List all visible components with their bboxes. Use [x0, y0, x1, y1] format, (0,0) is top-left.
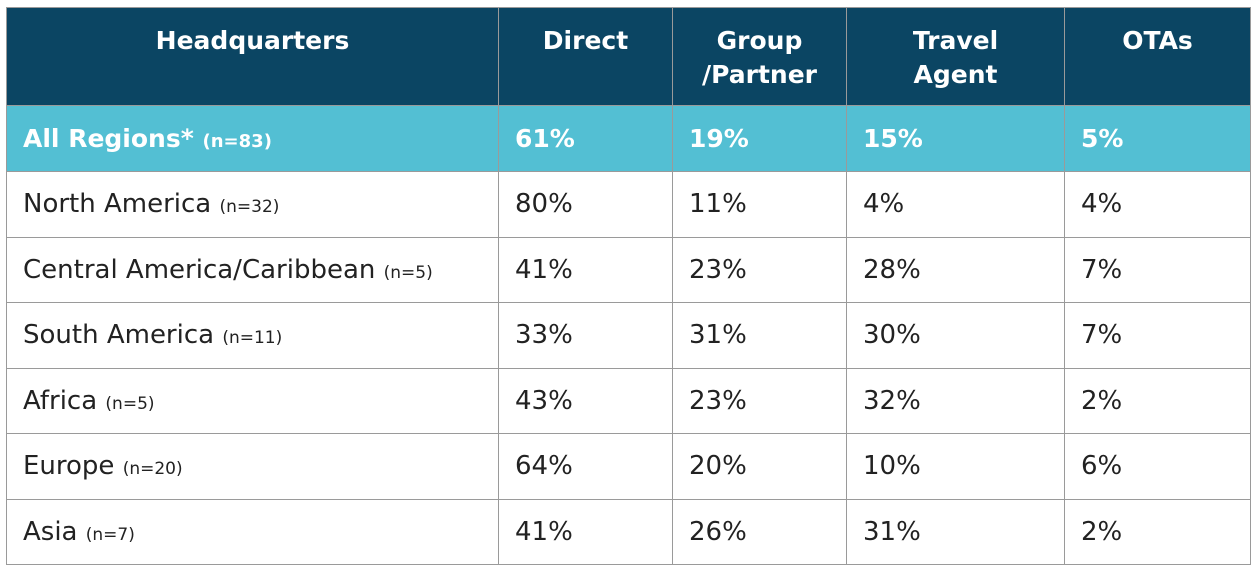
value-cell: 10% — [846, 433, 1065, 500]
value-cell: 11% — [672, 171, 847, 238]
value-cell: 2% — [1064, 498, 1251, 565]
value-cell: 7% — [1064, 236, 1251, 303]
value-cell: 7% — [1064, 302, 1251, 369]
table-row: Europe (n=20) 64% 20% 10% 6% — [6, 433, 1251, 500]
header-group-partner: Group/Partner — [672, 7, 847, 106]
table-row: Africa (n=5) 43% 23% 32% 2% — [6, 367, 1251, 434]
value-cell: 26% — [672, 498, 847, 565]
table-row: North America (n=32) 80% 11% 4% 4% — [6, 171, 1251, 238]
region-label: Central America/Caribbean — [23, 254, 376, 285]
region-cell: South America (n=11) — [6, 302, 499, 369]
sample-size: (n=7) — [85, 524, 135, 545]
header-group-line1: Group — [716, 26, 803, 55]
value-cell: 23% — [672, 367, 847, 434]
header-travel-line2: Agent — [913, 60, 998, 89]
table-row: Asia (n=7) 41% 26% 31% 2% — [6, 498, 1251, 565]
region-cell: Europe (n=20) — [6, 433, 499, 500]
value-cell: 2% — [1064, 367, 1251, 434]
region-cell: North America (n=32) — [6, 171, 499, 238]
header-direct-label: Direct — [542, 26, 629, 55]
header-group-line2: /Partner — [701, 60, 817, 89]
value-cell: 19% — [672, 105, 847, 172]
value-cell: 23% — [672, 236, 847, 303]
sample-size: (n=5) — [105, 393, 155, 414]
region-cell: Asia (n=7) — [6, 498, 499, 565]
value-cell: 31% — [846, 498, 1065, 565]
table-row: South America (n=11) 33% 31% 30% 7% — [6, 302, 1251, 369]
value-cell: 5% — [1064, 105, 1251, 172]
sample-size: (n=20) — [122, 459, 183, 480]
value-cell: 6% — [1064, 433, 1251, 500]
region-cell: Africa (n=5) — [6, 367, 499, 434]
value-cell: 20% — [672, 433, 847, 500]
value-cell: 4% — [846, 171, 1065, 238]
region-label: Africa — [23, 385, 98, 416]
value-cell: 28% — [846, 236, 1065, 303]
value-cell: 41% — [498, 498, 673, 565]
region-label: Europe — [23, 451, 115, 482]
header-travel-line1: Travel — [912, 26, 999, 55]
header-otas: OTAs — [1064, 7, 1251, 106]
header-row: Headquarters Direct Group/Partner Travel… — [6, 7, 1251, 106]
value-cell: 4% — [1064, 171, 1251, 238]
value-cell: 15% — [846, 105, 1065, 172]
value-cell: 33% — [498, 302, 673, 369]
header-headquarters: Headquarters — [6, 7, 499, 106]
region-label: South America — [23, 320, 215, 351]
region-cell: All Regions* (n=83) — [6, 105, 499, 172]
header-headquarters-label: Headquarters — [155, 26, 350, 55]
value-cell: 32% — [846, 367, 1065, 434]
region-label: North America — [23, 189, 212, 220]
value-cell: 61% — [498, 105, 673, 172]
sample-size: (n=5) — [383, 262, 433, 283]
header-direct: Direct — [498, 7, 673, 106]
value-cell: 80% — [498, 171, 673, 238]
region-label: Asia — [23, 516, 78, 547]
distribution-table-container: Headquarters Direct Group/Partner Travel… — [6, 7, 1251, 565]
table-row: Central America/Caribbean (n=5) 41% 23% … — [6, 236, 1251, 303]
value-cell: 31% — [672, 302, 847, 369]
value-cell: 64% — [498, 433, 673, 500]
all-regions-row: All Regions* (n=83) 61% 19% 15% 5% — [6, 105, 1251, 172]
region-label: All Regions* — [23, 124, 194, 153]
sample-size: (n=32) — [219, 197, 280, 218]
value-cell: 30% — [846, 302, 1065, 369]
value-cell: 43% — [498, 367, 673, 434]
value-cell: 41% — [498, 236, 673, 303]
distribution-channel-table: Headquarters Direct Group/Partner Travel… — [6, 7, 1251, 565]
header-travel-agent: Travel Agent — [846, 7, 1065, 106]
sample-size: (n=11) — [222, 328, 283, 349]
region-cell: Central America/Caribbean (n=5) — [6, 236, 499, 303]
header-otas-label: OTAs — [1122, 26, 1193, 55]
sample-size: (n=83) — [202, 131, 272, 152]
